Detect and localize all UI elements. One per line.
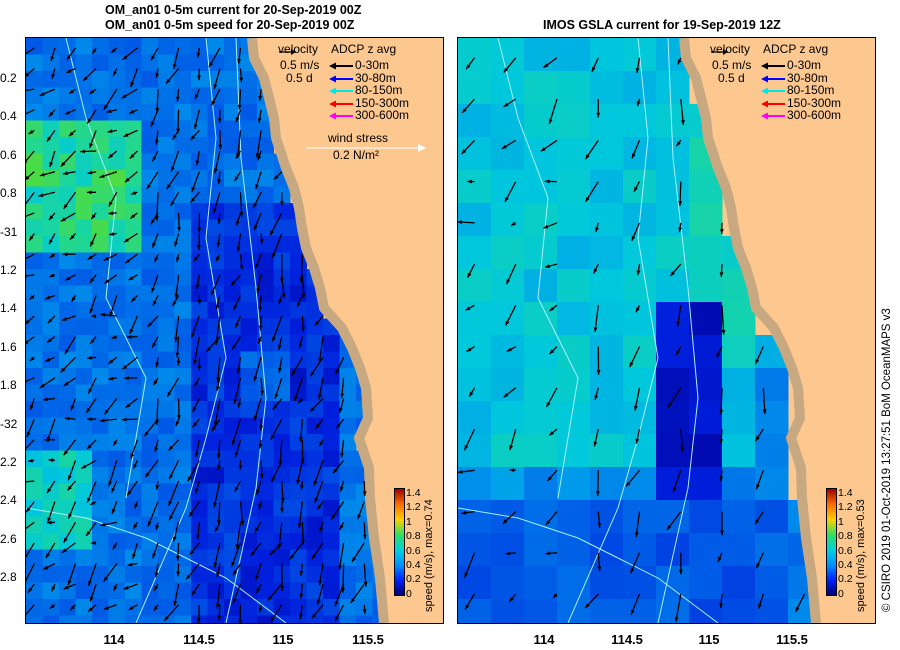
x-tick-label: 114.5 bbox=[183, 632, 215, 647]
legend-arrow-150-300m bbox=[329, 100, 353, 107]
credit-text: © CSIRO 2019 01-Oct-2019 13:27:51 BoM Oc… bbox=[881, 308, 893, 612]
colorbar-tick-label: 0 bbox=[406, 587, 412, 600]
legend-item-label: 150-300m bbox=[355, 95, 410, 110]
left-map-panel[interactable] bbox=[25, 37, 444, 624]
legend-item-label: 30-80m bbox=[787, 70, 828, 85]
legend-item-label: 300-600m bbox=[787, 108, 842, 122]
velocity-scale-time: 0.5 d bbox=[286, 71, 313, 85]
y-tick-label: 2.6 bbox=[0, 531, 17, 546]
colorbar-tick-label: 0 bbox=[838, 587, 844, 600]
right-map-canvas bbox=[458, 38, 875, 623]
y-tick-label: 1.6 bbox=[0, 339, 17, 354]
colorbar-tick-label: 1.4 bbox=[838, 487, 853, 499]
left-title-speed: OM_an01 0-5m speed for 20-Sep-2019 00Z bbox=[105, 18, 355, 32]
velocity-label: velocity bbox=[710, 42, 751, 56]
colorbar-tick-label: 0.2 bbox=[838, 573, 853, 586]
legend-item-label: 80-150m bbox=[355, 83, 403, 97]
right-colorbar-label: speed (m/s), max=0.53 bbox=[855, 499, 867, 612]
velocity-scale-value: 0.5 m/s bbox=[712, 58, 752, 72]
y-tick-label: 2.2 bbox=[0, 455, 17, 469]
y-tick-label: -31 bbox=[0, 224, 18, 239]
colorbar-tick-label: 0.2 bbox=[406, 573, 421, 586]
adcp-legend-title: ADCP z avg bbox=[331, 42, 397, 56]
legend-arrow-300-600m bbox=[761, 112, 785, 120]
legend-item-label: 300-600m bbox=[355, 108, 410, 122]
legend-item-label: 80-150m bbox=[787, 83, 835, 97]
y-tick-label: 1.4 bbox=[0, 301, 17, 316]
colorbar-tick-label: 0.6 bbox=[838, 544, 853, 557]
velocity-scale-time: 0.5 d bbox=[718, 71, 745, 85]
y-tick-label: 2.4 bbox=[0, 493, 17, 508]
x-tick-label: 114.5 bbox=[611, 632, 643, 647]
colorbar-tick-label: 1 bbox=[406, 515, 412, 528]
y-tick-label: 1.8 bbox=[0, 378, 17, 393]
legend-arrow-300-600m bbox=[329, 112, 353, 120]
legend-arrow-80-150m bbox=[761, 87, 785, 95]
colorbar-tick-label: 1.2 bbox=[838, 501, 853, 514]
legend-item-label: 0-30m bbox=[787, 58, 822, 72]
legend-arrow-30-80m bbox=[761, 75, 785, 82]
left-speed-colorbar bbox=[394, 488, 405, 596]
legend-item-label: 150-300m bbox=[787, 95, 842, 110]
x-tick-label: 115 bbox=[698, 632, 720, 647]
colorbar-tick-label: 0.8 bbox=[406, 530, 421, 543]
right-speed-colorbar bbox=[826, 488, 837, 596]
colorbar-tick-label: 1.2 bbox=[406, 501, 421, 514]
y-tick-label: 2.8 bbox=[0, 570, 17, 585]
x-tick-label: 114 bbox=[103, 632, 125, 647]
y-tick-label: 0.2 bbox=[0, 71, 17, 85]
colorbar-tick-label: 0.8 bbox=[838, 530, 853, 543]
y-tick-label: 0.8 bbox=[0, 186, 17, 201]
colorbar-tick-label: 1 bbox=[838, 515, 844, 528]
y-tick-label: 1.2 bbox=[0, 263, 17, 277]
left-colorbar-label: speed (m/s), max=0.74 bbox=[423, 499, 435, 612]
y-tick-label: 0.4 bbox=[0, 109, 17, 124]
right-map-panel[interactable] bbox=[457, 37, 876, 624]
colorbar-tick-label: 0.4 bbox=[838, 559, 853, 571]
legend-arrow-80-150m bbox=[329, 87, 353, 95]
x-tick-label: 115.5 bbox=[352, 632, 384, 647]
y-tick-label: -32 bbox=[0, 416, 18, 431]
legend-arrow-150-300m bbox=[761, 100, 785, 107]
velocity-scale-value: 0.5 m/s bbox=[280, 58, 320, 72]
legend-arrow-30-80m bbox=[329, 75, 353, 82]
x-tick-label: 114 bbox=[533, 632, 555, 647]
left-map-canvas bbox=[26, 38, 443, 623]
wind-stress-value: 0.2 N/m² bbox=[333, 148, 380, 162]
colorbar-tick-label: 0.6 bbox=[406, 544, 421, 557]
legend-item-label: 0-30m bbox=[355, 58, 390, 72]
left-title-current: OM_an01 0-5m current for 20-Sep-2019 00Z bbox=[105, 3, 362, 17]
x-tick-label: 115.5 bbox=[776, 632, 808, 647]
legend-arrow-0-30m bbox=[761, 62, 785, 70]
legend-item-label: 30-80m bbox=[355, 70, 396, 85]
right-title-current: IMOS GSLA current for 19-Sep-2019 12Z bbox=[543, 18, 781, 32]
x-tick-label: 115 bbox=[272, 632, 294, 647]
legend-arrow-0-30m bbox=[329, 62, 353, 70]
colorbar-tick-label: 1.4 bbox=[406, 487, 421, 499]
colorbar-tick-label: 0.4 bbox=[406, 559, 421, 571]
velocity-label: velocity bbox=[278, 42, 319, 56]
adcp-legend-title: ADCP z avg bbox=[763, 42, 829, 56]
wind-stress-label: wind stress bbox=[328, 131, 389, 145]
y-tick-label: 0.6 bbox=[0, 147, 17, 162]
